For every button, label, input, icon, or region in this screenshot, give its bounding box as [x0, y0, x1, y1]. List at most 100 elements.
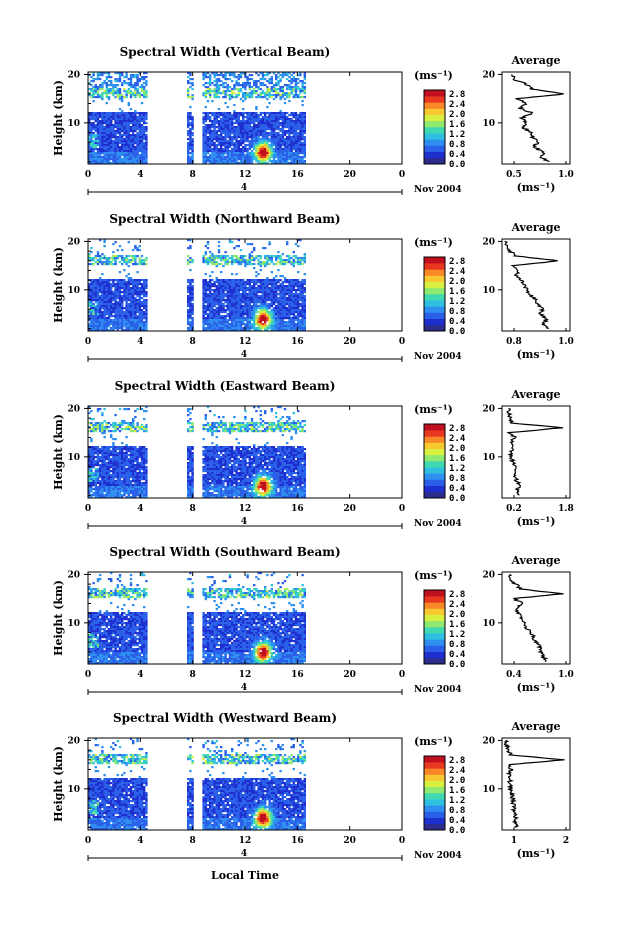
heatmap-cell — [275, 150, 278, 153]
heatmap-cell — [235, 291, 238, 294]
heatmap-cell — [101, 303, 104, 306]
heatmap-cell — [253, 287, 256, 290]
heatmap-cell — [103, 311, 106, 314]
heatmap-cell — [299, 136, 302, 139]
heatmap-cell — [114, 114, 117, 117]
heatmap-cell — [257, 273, 260, 276]
heatmap-cell — [125, 321, 128, 324]
heatmap-cell — [292, 78, 295, 81]
heatmap-cell — [134, 313, 137, 316]
heatmap-cell — [134, 84, 137, 87]
heatmap-cell — [145, 138, 148, 141]
heatmap-cell — [99, 126, 102, 129]
heatmap-cell — [211, 283, 214, 286]
heatmap-cell — [259, 311, 262, 314]
heatmap-cell — [270, 319, 273, 322]
heatmap-cell — [138, 327, 141, 330]
heatmap-cell — [94, 162, 97, 165]
heatmap-cell — [299, 319, 302, 322]
heatmap-cell — [292, 90, 295, 93]
heatmap-cell — [114, 299, 117, 302]
heatmap-cell — [294, 160, 298, 163]
heatmap-cell — [270, 136, 273, 139]
heatmap-cell — [231, 80, 234, 83]
heatmap-cell — [286, 142, 289, 145]
heatmap-cell — [213, 291, 216, 294]
heatmap-cell — [99, 86, 102, 89]
heatmap-cell — [213, 305, 216, 308]
heatmap-cell — [189, 156, 192, 159]
heatmap-cell — [114, 287, 117, 290]
heatmap-cell — [103, 257, 106, 260]
heatmap-cell — [270, 130, 273, 133]
heatmap-cell — [297, 142, 300, 145]
heatmap-cell — [224, 285, 227, 288]
heatmap-cell — [246, 315, 249, 318]
heatmap-cell — [125, 293, 128, 296]
heatmap-cell — [90, 162, 93, 165]
heatmap-cell — [123, 148, 126, 151]
heatmap-cell — [264, 295, 267, 298]
heatmap-cell — [299, 96, 302, 99]
heatmap-cell — [255, 72, 258, 75]
heatmap-cell — [134, 118, 137, 121]
heatmap-cell — [103, 285, 106, 288]
heatmap-cell — [237, 88, 240, 91]
heatmap-cell — [88, 460, 91, 463]
heatmap-cell — [88, 319, 91, 322]
colorbar-segment — [424, 157, 445, 165]
heatmap-cell — [110, 88, 113, 91]
heatmap-cell — [233, 154, 236, 157]
heatmap-cell — [138, 281, 141, 284]
heatmap-cell — [138, 329, 141, 332]
heatmap-cell — [233, 327, 236, 330]
heatmap-cell — [290, 309, 293, 312]
heatmap-cell — [140, 319, 144, 322]
heatmap-cell — [145, 80, 148, 83]
heatmap-cell — [303, 112, 306, 115]
heatmap-cell — [255, 96, 258, 99]
heatmap-cell — [94, 305, 97, 308]
heatmap-cell — [301, 152, 304, 155]
heatmap-cell — [110, 138, 113, 141]
heatmap-cell — [257, 319, 260, 322]
heatmap-cell — [270, 303, 273, 306]
heatmap-cell — [266, 128, 269, 131]
heatmap-cell — [101, 311, 104, 314]
heatmap-cell — [297, 134, 300, 137]
heatmap-cell — [217, 313, 221, 316]
heatmap-cell — [242, 150, 245, 153]
heatmap-cell — [90, 329, 93, 332]
heatmap-cell — [277, 152, 280, 155]
heatmap-cell — [250, 130, 254, 133]
heatmap-cell — [272, 307, 276, 310]
heatmap-cell — [259, 126, 262, 129]
heatmap-cell — [237, 309, 240, 312]
heatmap-cell — [266, 98, 269, 101]
heatmap-cell — [94, 279, 97, 282]
heatmap-cell — [301, 259, 304, 262]
heatmap-cell — [266, 134, 269, 137]
heatmap-cell — [261, 78, 265, 81]
heatmap-cell — [299, 287, 302, 290]
heatmap-cell — [270, 156, 273, 159]
heatmap-cell — [246, 154, 249, 157]
heatmap-cell — [112, 295, 115, 298]
heatmap-cell — [244, 76, 247, 79]
heatmap-cell — [235, 273, 238, 276]
heatmap-cell — [209, 116, 212, 119]
heatmap-cell — [103, 289, 106, 292]
heatmap-cell — [217, 307, 221, 310]
heatmap-cell — [294, 255, 298, 258]
heatmap-cell — [90, 480, 93, 483]
heatmap-cell — [301, 142, 304, 145]
heatmap-cell — [270, 283, 273, 286]
heatmap-cell — [261, 134, 265, 137]
heatmap-cell — [301, 124, 304, 127]
heatmap-cell — [206, 118, 210, 121]
heatmap-cell — [138, 287, 141, 290]
heatmap-cell — [90, 440, 93, 443]
heatmap-cell — [294, 307, 298, 310]
heatmap-cell — [239, 144, 243, 147]
